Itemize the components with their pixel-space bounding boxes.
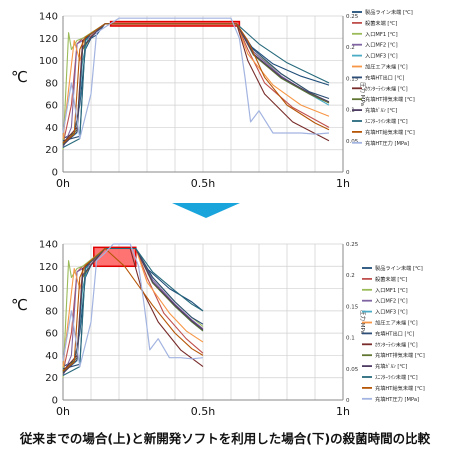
y2-tick-label: 0.1 (346, 108, 355, 114)
y2-tick-label: 0.25 (346, 242, 359, 248)
legend-label: 入口MF3 [℃] (375, 309, 408, 316)
y2-tick-label: 0.15 (346, 304, 359, 310)
series-line (62, 23, 330, 144)
series-line (62, 23, 330, 145)
chart-new-software: 0 20 40 60 80 100 120 140 0h 0.5h 1h ℃ 0 0.05 0.1 0.15 0… (11, 240, 425, 419)
legend-label: 製品ライン未端 [℃] (365, 8, 413, 16)
chart-conventional: 0 20 40 60 80 100 120 140 0h 0.5h 1h ℃ 0 0.05 0.1 0.15 0… (11, 8, 415, 190)
series-line (62, 23, 330, 150)
y2-tick-label: 0.2 (346, 273, 355, 279)
legend-label: 充填HT給気未端 [℃] (365, 128, 415, 136)
series-line (62, 23, 330, 146)
x-tick-label: 0h (56, 405, 70, 418)
y-tick-label: 60 (45, 101, 58, 112)
y2-tick-label: 0.15 (346, 76, 359, 82)
legend-label: 殺菌未端 [℃] (365, 19, 397, 27)
x-tick-label: 0.5h (191, 405, 215, 418)
y2-tick-label: 0.25 (346, 14, 359, 20)
legend-label: ｽﾆﾌﾀｰﾗｲﾝ未端 [℃] (365, 117, 408, 125)
y-tick-label: 100 (39, 56, 58, 67)
y2-tick-label: 0 (346, 398, 350, 404)
y-tick-label: 140 (39, 240, 58, 251)
y-tick-label: 60 (45, 329, 58, 340)
legend-label: 充填ｶﾞﾙﾝ [℃] (375, 362, 407, 370)
legend-label: 充填HT排気未端 [℃] (365, 95, 415, 103)
legend-label: 加圧エア未端 [℃] (375, 319, 418, 327)
series-line (62, 247, 204, 376)
legend-label: ｶｳﾝﾀｰﾗｲﾝ未端 [℃] (375, 340, 418, 348)
y-tick-label: 120 (39, 262, 58, 273)
series-line (62, 23, 330, 145)
legend-label: 充填HT圧力 [MPa] (365, 139, 409, 147)
legend-label: 充填HT出口 [℃] (365, 73, 404, 81)
legend-label: 充填ｶﾞﾙﾝ [℃] (365, 106, 397, 114)
legend-label: ｽﾆﾌﾀｰﾗｲﾝ未端 [℃] (375, 373, 418, 381)
legend-label: 加圧エア未端 [℃] (365, 63, 408, 71)
y-tick-label: 20 (45, 145, 58, 156)
legend-label: 入口MF2 [℃] (375, 298, 408, 305)
y-tick-label: 40 (45, 123, 58, 134)
legend-label: ｶｳﾝﾀｰﾗｲﾝ未端 [℃] (365, 84, 408, 92)
y2-tick-label: 0.05 (346, 139, 359, 145)
y-tick-label: 80 (45, 306, 58, 317)
legend-label: 充填HT排気未端 [℃] (375, 351, 425, 359)
y2-tick-label: 0 (346, 170, 350, 176)
y-axis-label: ℃ (11, 296, 28, 314)
series-line (62, 17, 330, 140)
legend-label: 充填HT給気未端 [℃] (375, 384, 425, 392)
x-tick-label: 0.5h (191, 177, 215, 190)
y-tick-label: 0 (52, 168, 58, 179)
legend-label: 入口MF3 [℃] (365, 53, 398, 60)
down-arrow-icon (172, 203, 240, 218)
legend-label: 入口MF2 [℃] (365, 42, 398, 49)
y-tick-label: 80 (45, 78, 58, 89)
y2-tick-label: 0.2 (346, 45, 355, 51)
legend-label: 殺菌未端 [℃] (375, 275, 407, 283)
figure-caption: 従来までの場合(上)と新開発ソフトを利用した場合(下)の殺菌時間の比較 (19, 431, 431, 446)
legend-label: 充填HT圧力 [MPa] (375, 395, 419, 403)
series-line (62, 23, 330, 145)
x-tick-label: 0h (56, 177, 70, 190)
y-tick-label: 20 (45, 373, 58, 384)
legend-label: 製品ライン未端 [℃] (375, 264, 423, 272)
y-axis-label: ℃ (11, 68, 28, 86)
series-line (62, 23, 330, 148)
y-tick-label: 0 (52, 396, 58, 407)
series-line (62, 247, 204, 372)
series-line (62, 23, 330, 144)
legend-label: 充填HT出口 [℃] (375, 329, 414, 337)
series-line (62, 243, 204, 368)
y-tick-label: 140 (39, 12, 58, 23)
y-tick-label: 120 (39, 34, 58, 45)
y-tick-label: 100 (39, 284, 58, 295)
series-line (62, 23, 330, 148)
x-tick-label: 1h (336, 405, 350, 418)
y-tick-label: 40 (45, 351, 58, 362)
legend-label: 入口MF1 [℃] (375, 287, 408, 294)
y2-tick-label: 0.05 (346, 367, 359, 373)
y2-tick-label: 0.1 (346, 336, 355, 342)
x-tick-label: 1h (336, 177, 350, 190)
legend-label: 入口MF1 [℃] (365, 31, 398, 38)
y2-axis-label: 圧力 MPa (359, 82, 367, 106)
